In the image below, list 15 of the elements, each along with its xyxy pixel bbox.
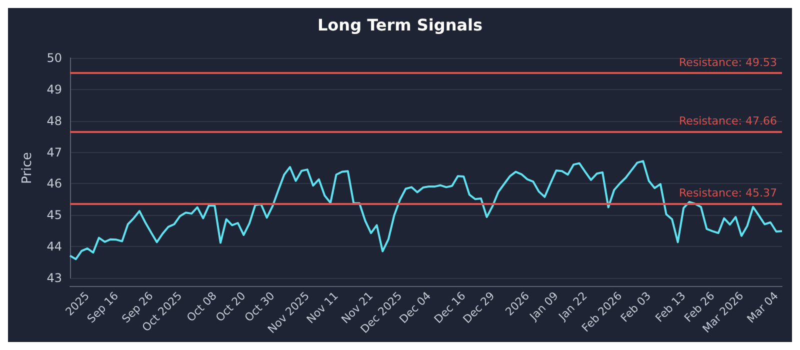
y-tick-label: 46 (46, 176, 62, 191)
y-tick-label: 50 (46, 51, 62, 65)
y-tick-label: 47 (46, 145, 62, 160)
y-tick-label: 48 (46, 114, 62, 128)
y-axis-title: Price (20, 152, 35, 184)
ref-line-label: Resistance: 49.53 (679, 56, 777, 69)
y-tick-label: 44 (46, 240, 62, 254)
chart-title: Long Term Signals (317, 16, 483, 34)
x-tick-label: Mar 04 (744, 289, 781, 326)
ref-line-label: Resistance: 45.37 (679, 186, 777, 200)
line-series (69, 160, 783, 260)
y-tick-label: 43 (46, 271, 62, 285)
y-tick-label: 45 (46, 208, 62, 222)
ref-line-label: Resistance: 47.66 (679, 114, 777, 128)
y-tick-label: 49 (46, 82, 62, 96)
